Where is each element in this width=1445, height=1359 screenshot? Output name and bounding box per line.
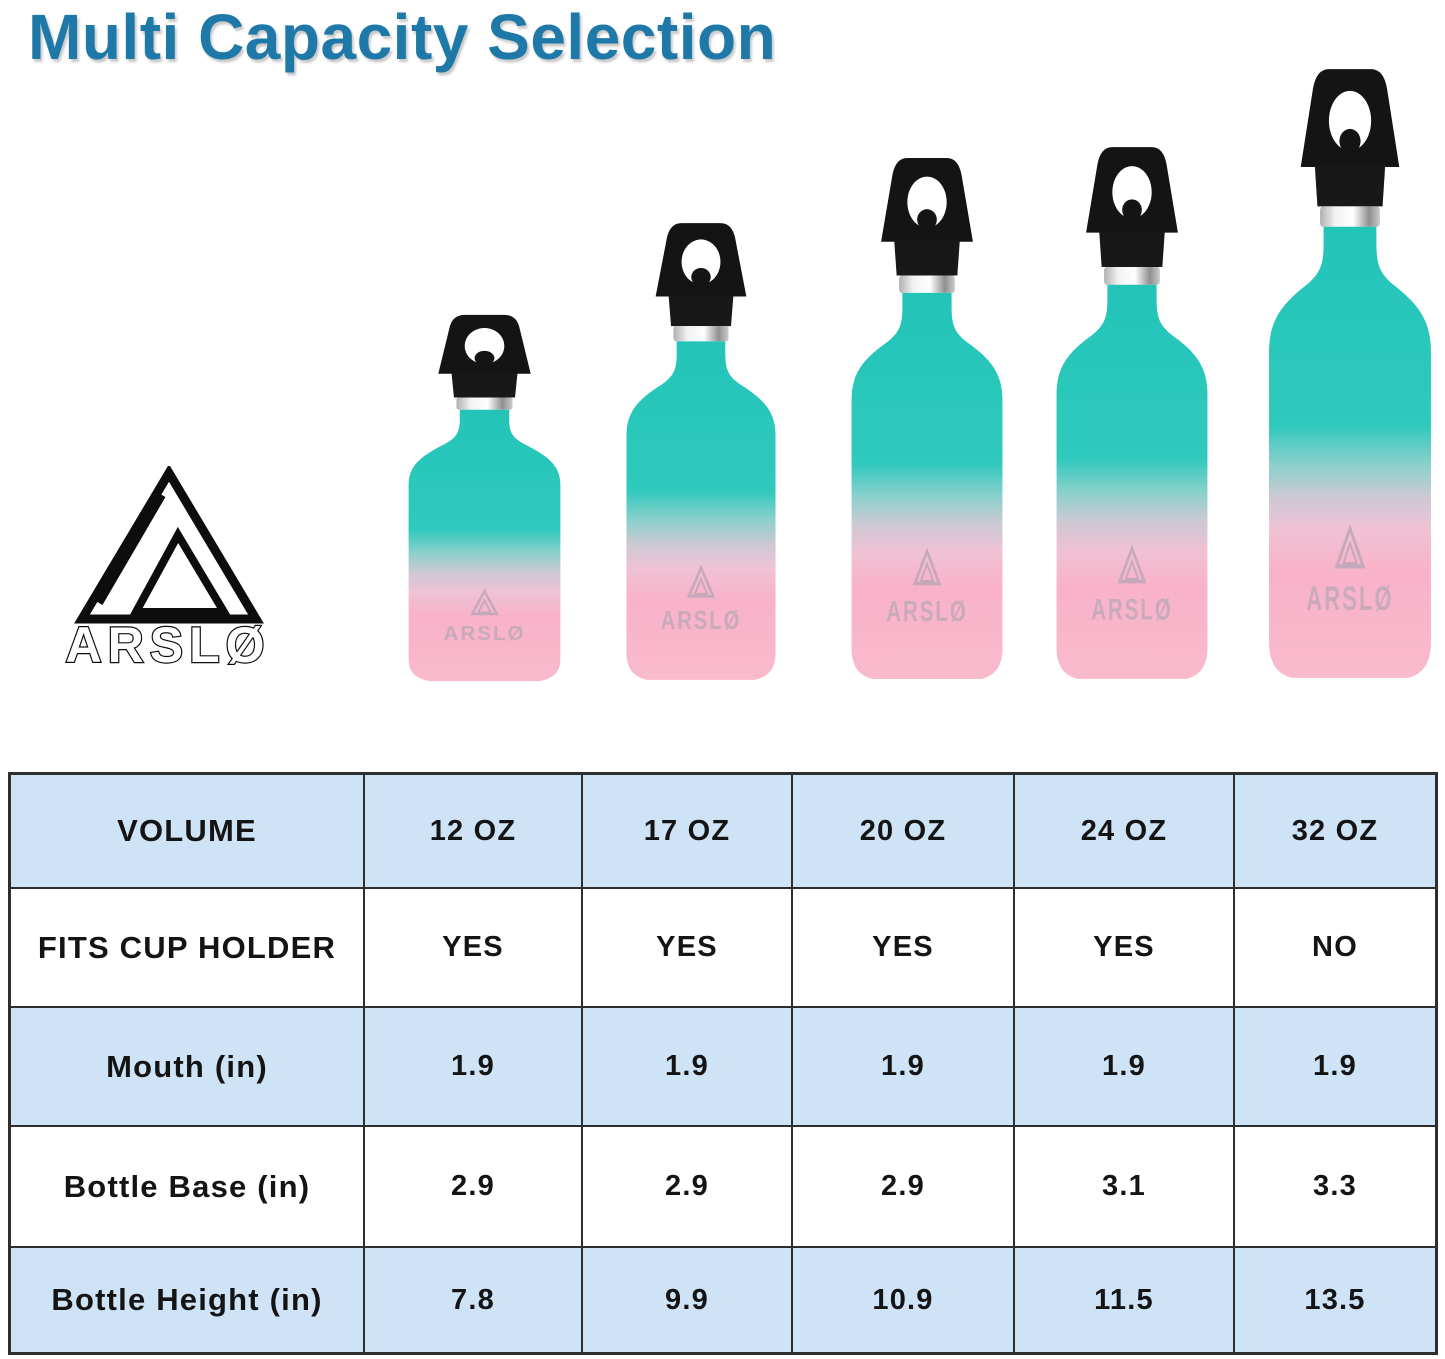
bottle-20oz — [849, 156, 1005, 681]
table-cell: 3.3 — [1235, 1127, 1435, 1248]
table-cell: 3.1 — [1015, 1127, 1235, 1248]
brand-logo: ARSLØ — [50, 466, 288, 670]
page-title: Multi Capacity Selection — [28, 1, 777, 73]
table-cell: 1.9 — [365, 1008, 583, 1127]
row-label-mouth: Mouth (in) — [11, 1008, 365, 1127]
table-cell: 7.8 — [365, 1248, 583, 1352]
bottle-12oz — [407, 313, 562, 683]
table-cell: 1.9 — [1235, 1008, 1435, 1127]
table-cell: YES — [793, 889, 1015, 1008]
col-header-17oz: 17 OZ — [583, 775, 793, 889]
bottle-32oz — [1262, 61, 1438, 686]
col-header-12oz: 12 OZ — [365, 775, 583, 889]
table-cell: 11.5 — [1015, 1248, 1235, 1352]
row-label-base: Bottle Base (in) — [11, 1127, 365, 1248]
col-header-24oz: 24 OZ — [1015, 775, 1235, 889]
table-cell: 2.9 — [793, 1127, 1015, 1248]
bottle-24oz — [1054, 145, 1210, 681]
table-cell: NO — [1235, 889, 1435, 1008]
table-cell: 13.5 — [1235, 1248, 1435, 1352]
row-label-cup-holder: FITS CUP HOLDER — [11, 889, 365, 1008]
table-cell: 10.9 — [793, 1248, 1015, 1352]
row-label-volume: VOLUME — [11, 775, 365, 889]
table-cell: 9.9 — [583, 1248, 793, 1352]
col-header-20oz: 20 OZ — [793, 775, 1015, 889]
row-label-height: Bottle Height (in) — [11, 1248, 365, 1352]
table-cell: 1.9 — [1015, 1008, 1235, 1127]
table-cell: YES — [1015, 889, 1235, 1008]
table-cell: 2.9 — [583, 1127, 793, 1248]
table-cell: YES — [365, 889, 583, 1008]
table-cell: 1.9 — [793, 1008, 1015, 1127]
arslo-triangle-icon: ARSLØ — [64, 466, 271, 670]
col-header-32oz: 32 OZ — [1235, 775, 1435, 889]
bottle-17oz — [624, 221, 778, 682]
table-cell: YES — [583, 889, 793, 1008]
table-cell: 1.9 — [583, 1008, 793, 1127]
brand-wordmark: ARSLØ — [66, 617, 271, 670]
table-cell: 2.9 — [365, 1127, 583, 1248]
capacity-spec-table: VOLUME 12 OZ 17 OZ 20 OZ 24 OZ 32 OZ FIT… — [8, 772, 1438, 1355]
